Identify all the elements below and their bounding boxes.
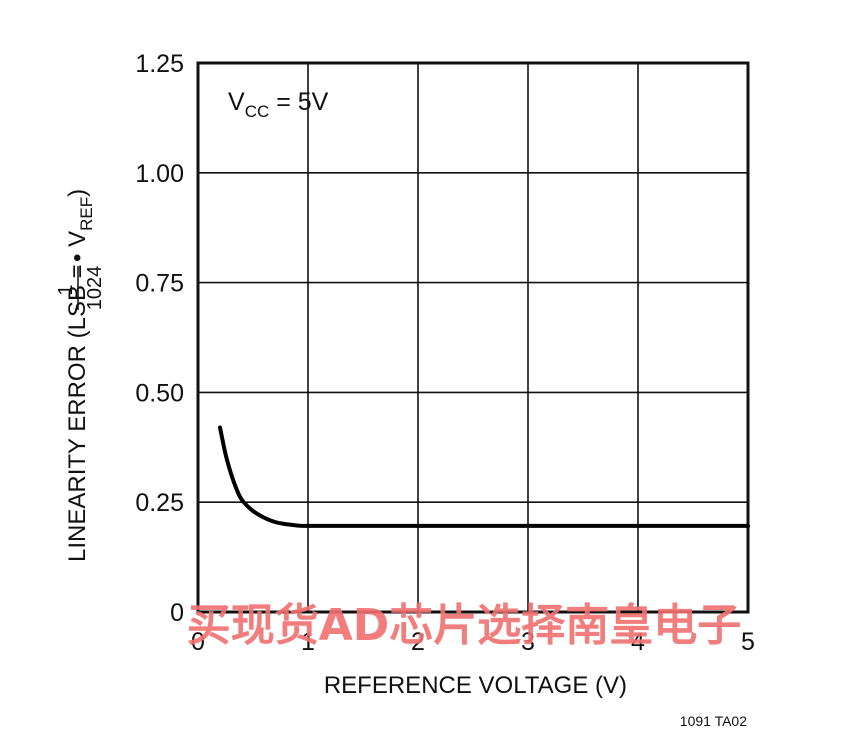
y-tick-label: 0.75 <box>135 270 184 298</box>
y-axis-title-suffix: • VREF) <box>64 189 96 262</box>
x-axis-title: REFERENCE VOLTAGE (V) <box>324 672 627 699</box>
x-tick-label: 5 <box>741 628 755 656</box>
y-tick-label: 1.00 <box>135 160 184 188</box>
grid-lines <box>197 62 749 613</box>
series-line <box>218 425 750 528</box>
y-axis-title: LINEARITY ERROR (LSB = 1 1024 • VREF) <box>55 189 106 562</box>
x-tick-label: 1 <box>301 628 315 656</box>
watermark-text: 买现货AD芯片选择南皇电子 <box>187 600 742 651</box>
y-axis-title-prefix: LINEARITY ERROR (LSB = <box>64 264 91 562</box>
figure-code: 1091 TA02 <box>680 713 747 729</box>
x-tick-label: 0 <box>191 628 205 656</box>
y-tick-label: 0.25 <box>135 489 184 517</box>
y-tick-labels: 0 0.25 0.50 0.75 1.00 1.25 <box>135 50 184 627</box>
y-axis-title-frac-den: 1024 <box>84 266 106 311</box>
y-axis-title-frac-num: 1 <box>55 284 77 295</box>
y-tick-label: 1.25 <box>135 50 184 78</box>
x-tick-label: 3 <box>521 628 535 656</box>
x-tick-label: 2 <box>411 628 425 656</box>
plot-frame <box>196 61 750 614</box>
x-tick-labels: 0 1 2 3 4 5 <box>191 628 755 656</box>
x-tick-label: 4 <box>631 628 645 656</box>
vcc-annotation: VCC = 5V <box>228 88 329 121</box>
y-tick-label: 0.50 <box>135 379 184 407</box>
y-tick-label: 0 <box>170 599 184 627</box>
